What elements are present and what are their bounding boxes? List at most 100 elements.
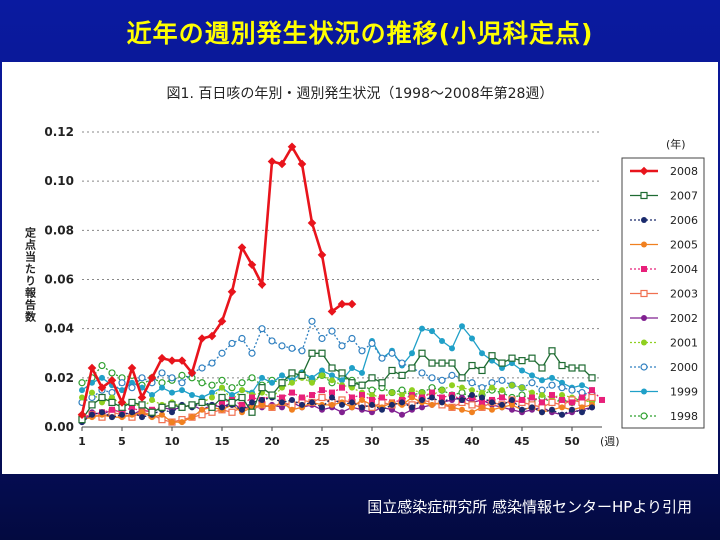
data-point xyxy=(368,339,376,348)
data-point xyxy=(248,349,256,357)
data-point xyxy=(389,401,395,408)
data-point xyxy=(228,339,236,348)
data-point xyxy=(439,387,445,394)
data-point xyxy=(388,349,396,357)
data-point xyxy=(248,374,256,382)
data-point xyxy=(169,409,175,416)
data-point xyxy=(189,414,195,421)
data-point xyxy=(218,376,226,384)
data-point xyxy=(328,364,336,372)
series-line xyxy=(81,349,593,420)
data-point xyxy=(429,394,435,401)
data-point xyxy=(179,387,185,394)
data-point xyxy=(358,347,366,355)
data-point xyxy=(218,349,226,357)
data-point xyxy=(419,404,425,411)
legend-item-2001: 2001 xyxy=(630,337,698,350)
series-2007 xyxy=(78,347,596,424)
slide-title: 近年の週別発生状況の推移(小児科定点) xyxy=(126,19,594,48)
legend-item-2008: 2008 xyxy=(630,165,698,178)
data-point xyxy=(239,406,245,413)
data-point xyxy=(338,369,346,377)
data-point xyxy=(268,391,276,399)
series-line xyxy=(81,394,593,423)
data-point xyxy=(439,394,445,401)
data-point xyxy=(259,374,265,381)
data-point xyxy=(459,384,465,391)
data-point xyxy=(639,166,649,176)
data-point xyxy=(378,379,386,387)
data-point xyxy=(578,364,586,372)
x-tick-label: 15 xyxy=(214,435,229,448)
data-point xyxy=(298,347,306,355)
data-point xyxy=(339,401,345,408)
data-point xyxy=(197,334,207,343)
data-point xyxy=(348,334,356,343)
data-point xyxy=(319,372,325,379)
data-point xyxy=(258,325,266,333)
data-point xyxy=(641,339,647,346)
citation-text: 国立感染症研究所 感染情報センターHPより引用 xyxy=(367,498,692,516)
series-line xyxy=(81,396,593,423)
data-point xyxy=(409,404,415,411)
legend-item-1999: 1999 xyxy=(630,386,698,399)
data-point xyxy=(641,241,647,248)
data-point xyxy=(189,392,195,399)
data-point xyxy=(599,396,605,403)
data-point xyxy=(539,399,545,406)
data-point xyxy=(278,342,286,350)
legend-item-2005: 2005 xyxy=(630,239,698,252)
data-point xyxy=(168,374,176,382)
data-point xyxy=(289,396,295,403)
data-point xyxy=(108,369,116,377)
data-point xyxy=(228,384,236,392)
data-point xyxy=(79,394,85,401)
data-point xyxy=(129,409,135,416)
data-point xyxy=(399,399,405,406)
y-tick-label: 0.12 xyxy=(44,125,74,139)
legend-title: (年) xyxy=(666,137,686,151)
data-point xyxy=(309,379,315,386)
y-tick-label: 0.04 xyxy=(44,322,74,336)
data-point xyxy=(579,409,585,416)
data-point xyxy=(640,191,648,200)
data-point xyxy=(238,379,246,387)
data-point xyxy=(309,399,315,406)
x-tick-label: 1 xyxy=(78,435,86,448)
data-point xyxy=(508,354,516,362)
x-tick-label: 40 xyxy=(464,435,480,448)
data-point xyxy=(109,406,115,413)
data-point xyxy=(99,374,105,381)
legend-item-2000: 2000 xyxy=(630,361,698,374)
data-point xyxy=(399,392,405,399)
data-point xyxy=(448,359,456,367)
data-point xyxy=(159,411,165,418)
data-point xyxy=(259,401,265,408)
data-point xyxy=(309,392,315,399)
data-point xyxy=(429,389,435,396)
legend-label: 2004 xyxy=(670,263,698,276)
data-point xyxy=(429,401,435,408)
data-point xyxy=(89,389,95,396)
y-tick-label: 0.00 xyxy=(44,420,74,434)
data-point xyxy=(559,411,565,418)
data-point xyxy=(148,408,156,416)
data-point xyxy=(217,316,227,326)
data-point xyxy=(329,372,335,379)
chart-panel: 図1. 百日咳の年別・週別発生状況（1998〜2008年第28週） 0.00 0.… xyxy=(2,62,718,474)
data-point xyxy=(98,393,106,402)
y-tick-label: 0.02 xyxy=(44,371,74,385)
data-point xyxy=(519,367,525,374)
data-point xyxy=(289,379,295,386)
data-point xyxy=(147,373,157,383)
data-point xyxy=(347,299,357,309)
data-point xyxy=(468,401,476,409)
data-point xyxy=(257,280,267,289)
data-point xyxy=(449,394,455,401)
legend-item-2002: 2002 xyxy=(630,312,698,325)
legend-label: 1998 xyxy=(670,410,698,423)
data-point xyxy=(288,369,296,377)
data-point xyxy=(237,243,247,252)
data-point xyxy=(388,366,396,375)
data-point xyxy=(358,381,366,389)
